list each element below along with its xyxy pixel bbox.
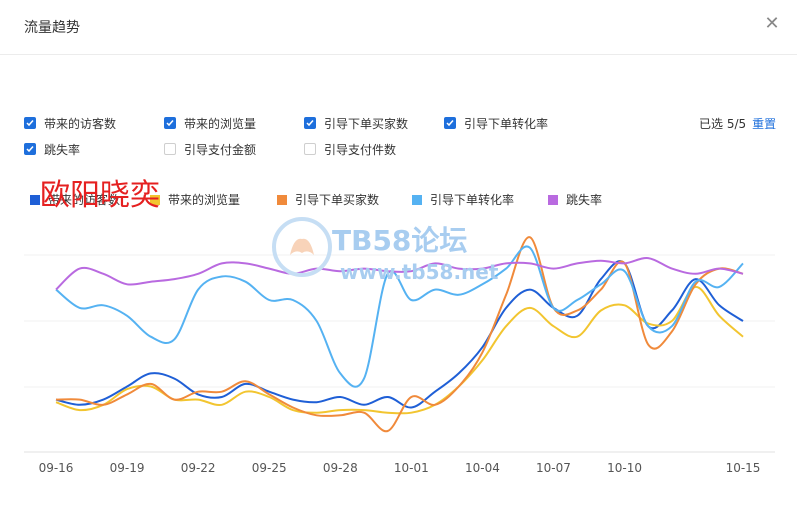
- dialog-title: 流量趋势: [24, 20, 80, 36]
- legend-swatch: [30, 194, 40, 205]
- legend-label: 带来的访客数: [48, 193, 121, 207]
- legend-item-bounce-rate[interactable]: 跳失率: [548, 191, 602, 208]
- checkbox-checked-icon: [444, 117, 456, 129]
- series-line-3: [55, 245, 744, 388]
- legend-label: 引导下单买家数: [295, 193, 380, 207]
- metric-checkbox-pay-amount[interactable]: 引导支付金额: [164, 141, 256, 157]
- selection-summary: 已选 5/5 重置: [699, 115, 776, 132]
- legend-label: 带来的浏览量: [168, 193, 241, 207]
- series-line-4: [55, 257, 744, 291]
- grid-lines: [24, 254, 775, 453]
- overlay-name-text: 欧阳晓奕: [40, 178, 160, 213]
- x-tick-label: 09-28: [323, 461, 358, 475]
- x-tick-label: 09-22: [181, 461, 216, 475]
- x-tick-label: 09-19: [110, 461, 145, 475]
- metric-label: 引导支付件数: [324, 142, 397, 157]
- x-tick-label: 10-07: [536, 461, 571, 475]
- metric-label: 带来的浏览量: [184, 116, 257, 131]
- checkbox-checked-icon: [304, 117, 316, 129]
- x-tick-label: 09-25: [252, 461, 287, 475]
- x-tick-label: 10-01: [394, 461, 429, 475]
- checkbox-unchecked-icon: [304, 143, 316, 155]
- metric-label: 引导下单买家数: [324, 116, 409, 131]
- legend-item-pageviews[interactable]: 带来的浏览量: [150, 191, 240, 208]
- metric-checkbox-order-buyers[interactable]: 引导下单买家数: [304, 115, 408, 131]
- metric-label: 引导下单转化率: [464, 116, 549, 131]
- watermark-title: TB58论坛: [332, 224, 468, 257]
- watermark-url: www.tb58.net: [340, 260, 499, 284]
- metric-checkbox-visitors[interactable]: 带来的访客数: [24, 115, 116, 131]
- checkbox-checked-icon: [164, 117, 176, 129]
- x-axis-ticks: 09-16 09-19 09-22 09-25 09-28 10-01 10-04 10-07…: [39, 461, 761, 475]
- checkbox-unchecked-icon: [164, 143, 176, 155]
- metric-checkbox-order-conversion[interactable]: 引导下单转化率: [444, 115, 548, 131]
- legend-swatch: [548, 194, 558, 205]
- legend-swatch: [150, 194, 160, 205]
- dialog-header: 流量趋势 ✕: [0, 0, 797, 55]
- metric-checkbox-pay-items[interactable]: 引导支付件数: [304, 141, 396, 157]
- metric-label: 引导支付金额: [184, 142, 257, 157]
- series-lines: [55, 236, 744, 433]
- checkbox-checked-icon: [24, 117, 36, 129]
- legend-swatch: [277, 194, 287, 205]
- close-icon[interactable]: ✕: [764, 13, 780, 34]
- legend-item-visitors[interactable]: 带来的访客数: [30, 191, 120, 208]
- legend-label: 引导下单转化率: [430, 193, 515, 207]
- x-tick-label: 10-04: [465, 461, 500, 475]
- metric-label: 带来的访客数: [44, 116, 117, 131]
- legend-item-order-conversion[interactable]: 引导下单转化率: [412, 191, 514, 208]
- watermark-logo-icon: [270, 215, 334, 283]
- metric-checkbox-bounce-rate[interactable]: 跳失率: [24, 141, 80, 157]
- x-tick-label: 10-10: [607, 461, 642, 475]
- x-tick-label: 09-16: [39, 461, 74, 475]
- reset-link[interactable]: 重置: [752, 117, 777, 131]
- series-line-2: [55, 236, 744, 433]
- metric-checkbox-pageviews[interactable]: 带来的浏览量: [164, 115, 256, 131]
- legend-label: 跳失率: [566, 193, 603, 207]
- x-tick-label: 10-15: [726, 461, 761, 475]
- legend-item-order-buyers[interactable]: 引导下单买家数: [277, 191, 379, 208]
- checkbox-checked-icon: [24, 143, 36, 155]
- metric-label: 跳失率: [44, 142, 81, 157]
- legend-swatch: [412, 194, 422, 205]
- selected-count: 已选 5/5: [699, 117, 747, 131]
